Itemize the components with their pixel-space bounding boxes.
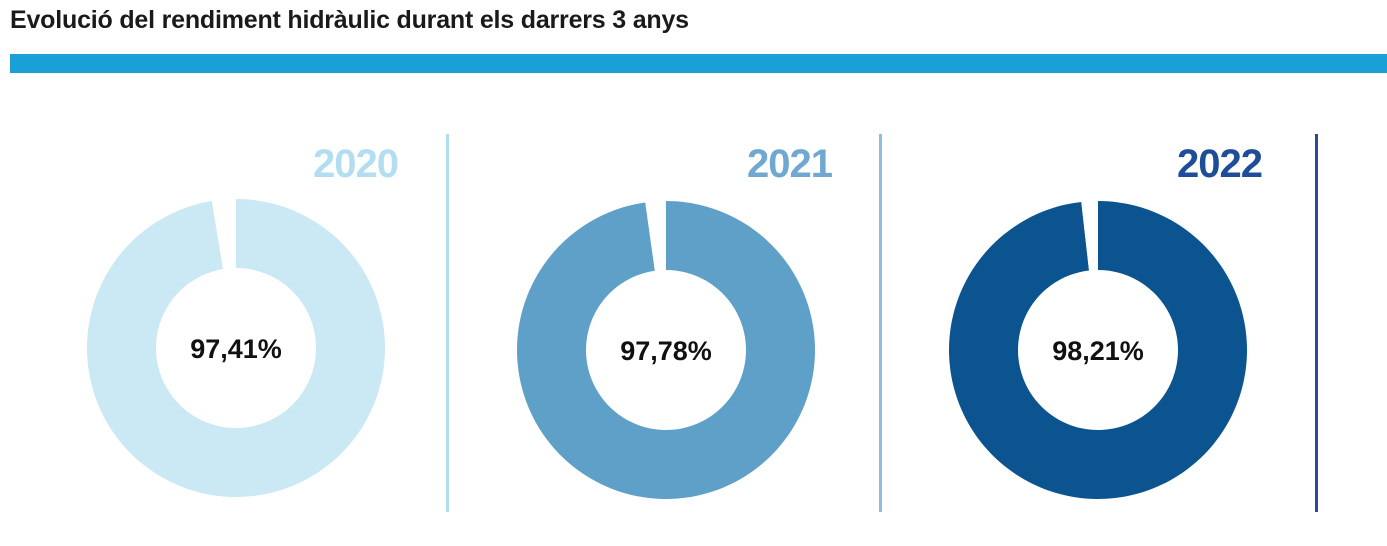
donut-value-label-2020: 97,41% — [190, 334, 282, 364]
panel-divider-2022 — [1315, 134, 1318, 512]
donut-chart-2021: 97,78% — [517, 201, 815, 499]
donut-segment-gap-2020 — [211, 199, 236, 270]
panel-2021: 2021 97,78% — [450, 134, 882, 514]
title-bar — [10, 54, 1387, 73]
donut-segment-main-2021 — [517, 201, 815, 499]
year-label-2022: 2022 — [1177, 142, 1263, 186]
panel-2022: 2022 98,21% — [882, 134, 1322, 514]
panel-divider-2020 — [446, 134, 449, 512]
year-label-2021: 2021 — [747, 142, 833, 186]
year-label-2020: 2020 — [313, 142, 399, 186]
donut-value-label-2021: 97,78% — [620, 336, 712, 366]
panel-2020: 2020 97,41% — [0, 134, 450, 514]
donut-segment-gap-2022 — [1081, 201, 1098, 271]
donut-segment-gap-2021 — [645, 201, 666, 271]
donut-segment-main-2020 — [87, 199, 386, 497]
donut-chart-2020: 97,41% — [87, 199, 386, 497]
donut-chart-2022: 98,21% — [949, 201, 1247, 499]
panel-divider-2021 — [879, 134, 882, 512]
chart-title: Evolució del rendiment hidràulic durant … — [10, 6, 689, 34]
donut-value-label-2022: 98,21% — [1052, 336, 1144, 366]
donut-segment-main-2022 — [949, 201, 1247, 499]
